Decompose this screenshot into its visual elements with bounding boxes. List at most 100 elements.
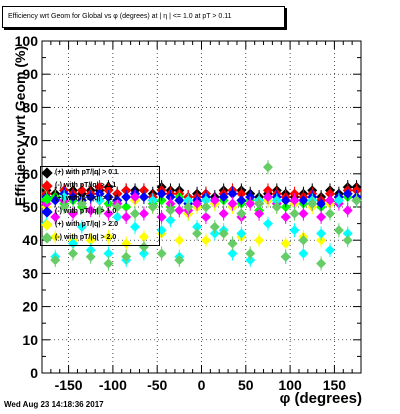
y-axis-label-box: Efficiency wrt Geom (%) [10, 40, 30, 220]
data-point [59, 192, 70, 203]
data-point [298, 208, 309, 219]
x-tick-label: 100 [278, 377, 302, 393]
data-point [324, 195, 335, 206]
data-point [174, 255, 185, 266]
data-point [192, 228, 203, 239]
data-point [298, 248, 309, 259]
data-point [156, 248, 167, 259]
data-point [307, 198, 318, 209]
data-point [85, 251, 96, 262]
data-point [254, 235, 265, 246]
data-point [218, 228, 229, 239]
data-point [280, 238, 291, 249]
data-point [342, 188, 353, 199]
y-tick-label: 40 [22, 232, 38, 248]
y-tick-label: 90 [22, 66, 38, 82]
data-point [227, 238, 238, 249]
data-point [316, 258, 327, 269]
data-point [121, 211, 132, 222]
y-tick-label: 60 [22, 166, 38, 182]
data-point [342, 205, 353, 216]
data-point [324, 245, 335, 256]
data-point [316, 198, 327, 209]
data-point [289, 195, 300, 206]
data-point [254, 208, 265, 219]
data-point [262, 192, 273, 203]
data-point [112, 211, 123, 222]
legend-label: (-) with pT/|q| > 2.0 [55, 234, 117, 241]
y-tick-label: 70 [22, 133, 38, 149]
y-tick-label: 0 [30, 365, 38, 381]
legend-label: (-) with pT/|q| > 0.1 [55, 182, 117, 189]
data-point [130, 192, 141, 203]
data-point [324, 208, 335, 219]
data-point [121, 238, 132, 249]
data-point [200, 211, 211, 222]
data-point [316, 228, 327, 239]
data-point [254, 198, 265, 209]
data-point [262, 218, 273, 229]
data-point [342, 235, 353, 246]
y-tick-label: 100 [15, 33, 39, 49]
y-tick-label: 10 [22, 332, 38, 348]
data-point [130, 221, 141, 232]
data-point [174, 205, 185, 216]
data-point [351, 195, 362, 206]
x-tick-label: -100 [99, 377, 127, 393]
data-point [227, 188, 238, 199]
data-point [50, 255, 61, 266]
data-point [333, 195, 344, 206]
data-point [121, 192, 132, 203]
data-point [200, 202, 211, 212]
data-point [280, 195, 291, 206]
data-point [138, 208, 149, 219]
data-point [68, 192, 79, 203]
data-point [85, 205, 96, 216]
data-point [121, 251, 132, 262]
data-point [200, 235, 211, 246]
y-axis-label: Efficiency wrt Geom (%) [12, 45, 28, 207]
legend-item: (-) with pT/|q| > 1.0 [41, 206, 116, 218]
legend-marker [41, 193, 53, 205]
data-point [227, 248, 238, 259]
data-point [103, 248, 114, 259]
legend-marker [41, 219, 53, 231]
data-point [174, 235, 185, 246]
data-point [289, 208, 300, 219]
data-point [103, 258, 114, 269]
data-point [76, 198, 87, 209]
data-point [85, 235, 96, 246]
data-point [50, 211, 61, 222]
data-point [165, 205, 176, 216]
data-point [262, 162, 273, 173]
x-tick-label: -150 [55, 377, 83, 393]
data-point [333, 225, 344, 236]
legend-label: (+) with pT/|q| > 2.0 [55, 221, 119, 228]
data-point [218, 208, 229, 219]
data-point [85, 192, 96, 203]
data-point [68, 238, 79, 249]
data-point [94, 205, 105, 216]
data-point [271, 202, 282, 212]
data-point [174, 195, 185, 206]
title-box: Efficiency wrt Geom for Global vs φ (deg… [2, 6, 285, 28]
data-point [138, 231, 149, 242]
x-tick-label: 50 [238, 377, 254, 393]
legend-item: (-) with pT/|q| > 2.0 [41, 232, 117, 244]
x-tick-label: 150 [323, 377, 347, 393]
data-point [298, 235, 309, 246]
data-point [147, 202, 158, 212]
y-tick-label: 80 [22, 99, 38, 115]
data-point [245, 198, 256, 209]
data-point [236, 208, 247, 219]
data-point [130, 208, 141, 219]
x-axis-label: φ (degrees) [279, 390, 362, 407]
y-tick-label: 20 [22, 299, 38, 315]
data-point [138, 241, 149, 252]
data-point [236, 195, 247, 206]
data-point [236, 228, 247, 239]
data-point [103, 192, 114, 203]
data-point [68, 248, 79, 259]
legend: (+) with pT/|q| > 0.1 (-) with pT/|q| > … [40, 166, 160, 246]
